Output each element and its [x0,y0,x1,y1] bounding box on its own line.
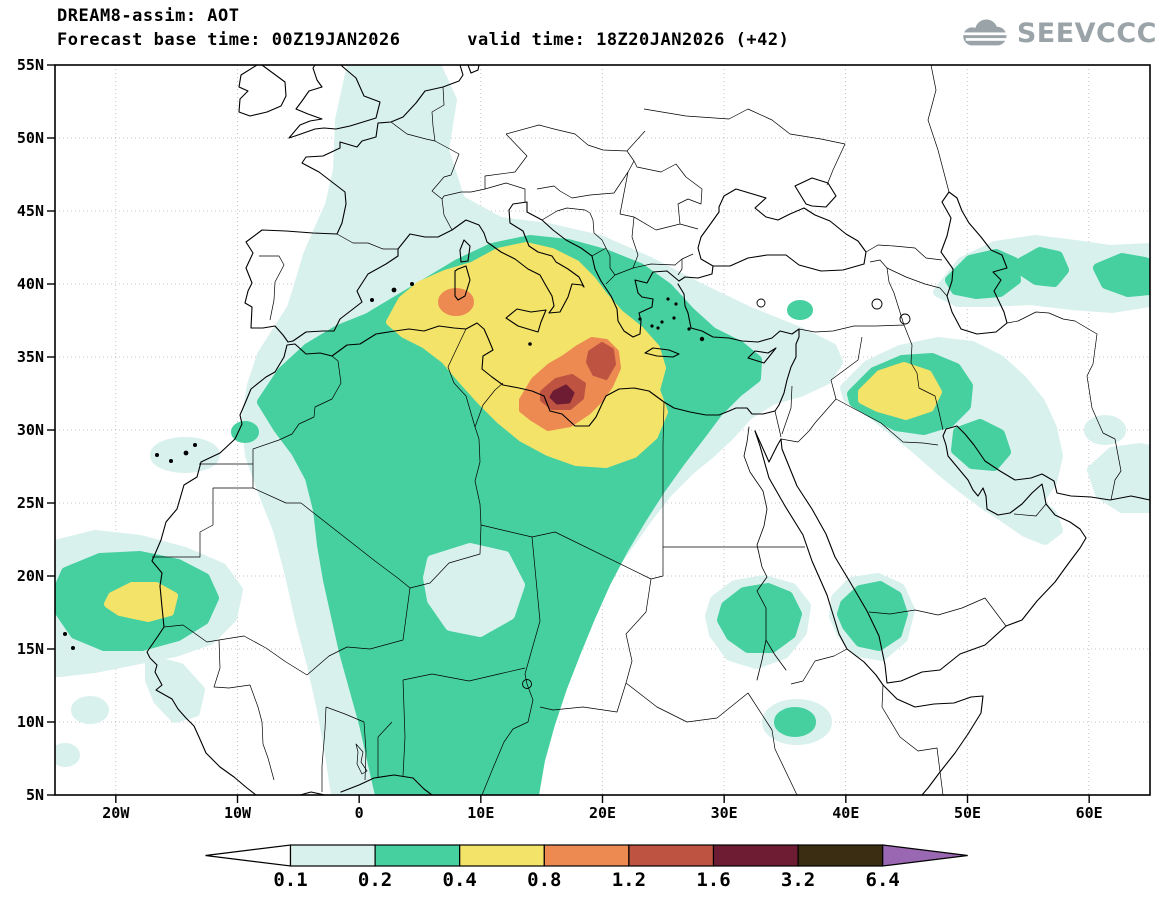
contour-level-0.1 [1087,443,1150,513]
x-tick-label: 30E [711,804,738,822]
coastline-denmark [467,65,480,74]
coastline-britain [288,65,381,139]
contour-level-0.4 [104,582,178,622]
colorbar-label: 3.2 [781,869,815,891]
lakes [355,298,911,775]
colorbar-label: 6.4 [866,869,900,891]
colorbar-segment [374,844,461,867]
contour-level-0.2 [945,249,1021,299]
longitude-axis: 20W 10W 0 10E 20E 30E 40E 50E 60E [102,795,1103,822]
y-tick-label: 10N [17,713,44,731]
coastline-turkey-levant-africa [146,283,800,795]
contour-level-0.2 [1017,247,1069,287]
borders-libya-egypt-sudan-chad [480,401,805,713]
contour-level-0.2 [774,707,816,737]
colorbar-label: 1.2 [612,869,646,891]
x-tick-label: 20E [589,804,616,822]
contour-level-0.4 [858,362,942,420]
x-tick-label: 40E [832,804,859,822]
y-tick-label: 30N [17,421,44,439]
chart-header: DREAM8-assim: AOT Forecast base time: 00… [57,6,789,50]
y-tick-label: 25N [17,494,44,512]
coastline-mediterranean-europe [292,201,714,342]
coastline-red-sea-horn [754,430,984,795]
borders-iran-east [927,65,1122,501]
contour-level-0.2 [717,583,802,653]
island-dots [63,282,705,650]
contour-level-1.2 [586,342,616,380]
nile-river [743,426,787,681]
borders-sahel-west [163,536,541,795]
colorbar-segment [289,844,376,867]
aot-contours [55,65,1150,795]
contour-level-0.1 [55,743,80,767]
contour-level-0.1 [145,655,205,723]
y-tick-label: 5N [26,786,44,804]
colorbar-segment [712,844,799,867]
coastline-gulf-of-guinea [299,774,433,795]
y-tick-label: 20N [17,567,44,585]
contour-level-0.2 [951,419,1011,471]
colorbar-label: 1.6 [696,869,730,891]
political-borders [152,65,1122,795]
colorbar-segment [628,844,715,867]
contour-level-0.2 [787,300,813,320]
colorbar-above-arrow [882,844,968,867]
contour-level-0.1 [1084,415,1126,445]
y-tick-label: 35N [17,348,44,366]
y-tick-label: 45N [17,202,44,220]
aot-colorbar: 0.1 0.2 0.4 0.8 1.2 1.6 3.2 6.4 [205,844,968,891]
colorbar-segment [459,844,545,867]
borders-northwest-africa [152,328,504,589]
y-tick-label: 50N [17,129,44,147]
x-tick-label: 0 [355,804,364,822]
cloud-icon [961,19,1009,46]
logo-text: SEEVCCC [1016,17,1157,49]
contour-level-0.8 [438,288,474,316]
seevccc-logo: SEEVCCC [959,16,1157,50]
y-tick-label: 40N [17,275,44,293]
chart-subtitle: Forecast base time: 00Z19JAN2026 valid t… [57,30,789,50]
latitude-axis: 5N 10N 15N 20N 25N 30N 35N 40N 45N 50N 55N [17,56,55,804]
coastline-islands [454,239,777,364]
colorbar-below-arrow [205,844,292,867]
contour-level-1.6 [549,384,575,405]
x-tick-label: 50E [954,804,981,822]
colorbar-segment [797,844,884,867]
y-tick-label: 15N [17,640,44,658]
x-tick-label: 60E [1076,804,1103,822]
y-tick-label: 55N [17,56,44,74]
coastline-arabia-gulf-iran [754,425,1150,684]
colorbar-label: 0.4 [443,869,477,891]
coastline-black-sea [697,188,867,272]
coastlines [63,65,1150,795]
x-tick-label: 10E [467,804,494,822]
x-tick-label: 20W [102,804,130,822]
colorbar-label: 0.8 [527,869,561,891]
contour-level-0.2 [1093,253,1150,297]
borders-middle-east [774,244,1047,627]
coastline-iberia-france [244,65,464,343]
coastline-ireland [238,65,287,117]
x-tick-label: 10W [224,804,252,822]
borders-sudan-ethiopia-somalia [625,648,944,795]
contour-hole [423,543,525,637]
contour-level-0.2 [231,421,259,443]
borders-europe [259,86,846,321]
colorbar-label: 0.1 [273,869,307,891]
colorbar-label: 0.2 [358,869,392,891]
contour-level-0.2 [837,581,908,651]
colorbar-segment [543,844,630,867]
valid-time: valid time: 18Z20JAN2026 (+42) [467,30,790,50]
coastline-azov-sea [794,177,837,208]
forecast-base-time: Forecast base time: 00Z19JAN2026 [57,30,401,50]
chart-title: DREAM8-assim: AOT [57,6,240,26]
contour-level-0.1 [71,696,109,724]
